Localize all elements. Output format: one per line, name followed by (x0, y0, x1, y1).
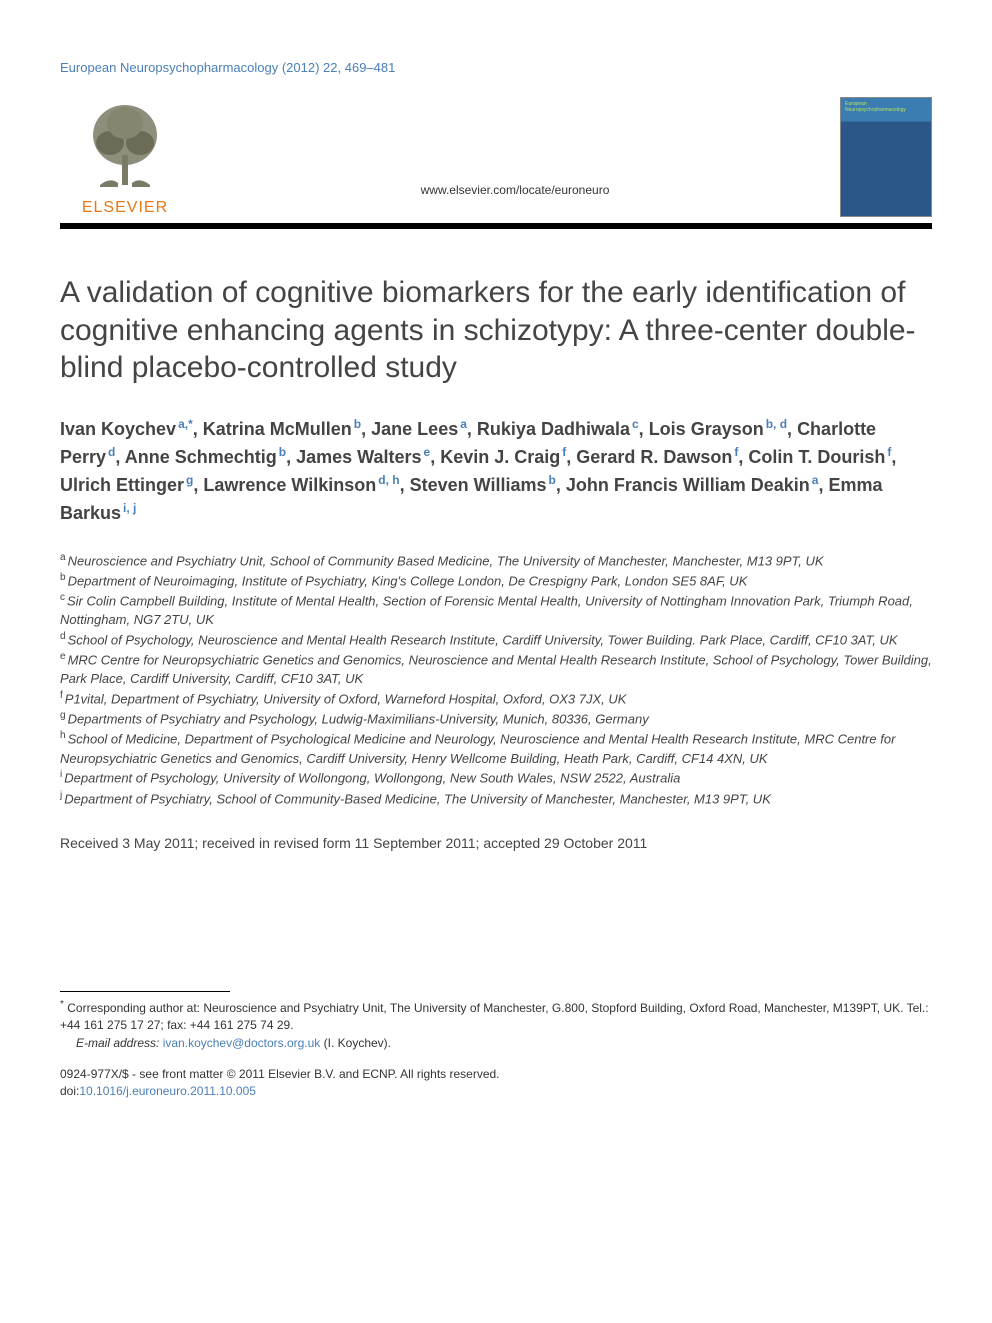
affiliation: bDepartment of Neuroimaging, Institute o… (60, 571, 932, 591)
author: James Walterse (296, 447, 430, 467)
corresponding-marker: * (60, 999, 64, 1010)
journal-cover-title: European Neuropsychopharmacology (845, 102, 927, 113)
affiliation: iDepartment of Psychology, University of… (60, 768, 932, 788)
author: Gerard R. Dawsonf (576, 447, 738, 467)
email-line: E-mail address: ivan.koychev@doctors.org… (60, 1035, 932, 1052)
email-tail: (I. Koychev). (324, 1036, 391, 1050)
header-rule (60, 223, 932, 229)
header-row: ELSEVIER www.elsevier.com/locate/euroneu… (60, 95, 932, 217)
affiliation: cSir Colin Campbell Building, Institute … (60, 591, 932, 630)
affiliation: gDepartments of Psychiatry and Psycholog… (60, 709, 932, 729)
author: Jane Leesa (371, 419, 467, 439)
author: Rukiya Dadhiwalac (477, 419, 639, 439)
affiliation: hSchool of Medicine, Department of Psych… (60, 729, 932, 768)
footnote-rule (60, 991, 230, 992)
doi-label: doi: (60, 1084, 79, 1098)
author: Anne Schmechtigb (125, 447, 286, 467)
author: Katrina McMullenb (203, 419, 361, 439)
author: Kevin J. Craigf (440, 447, 566, 467)
affiliation: dSchool of Psychology, Neuroscience and … (60, 630, 932, 650)
publisher-block: ELSEVIER (60, 95, 190, 217)
affiliation: aNeuroscience and Psychiatry Unit, Schoo… (60, 551, 932, 571)
journal-url[interactable]: www.elsevier.com/locate/euroneuro (190, 183, 840, 217)
authors-list: Ivan Koycheva,*, Katrina McMullenb, Jane… (60, 415, 932, 527)
journal-cover-thumb: European Neuropsychopharmacology (840, 97, 932, 217)
email-label: E-mail address: (76, 1036, 159, 1050)
affiliation: jDepartment of Psychiatry, School of Com… (60, 789, 932, 809)
publisher-name: ELSEVIER (82, 199, 168, 217)
author: Ivan Koycheva,* (60, 419, 193, 439)
author: Ulrich Ettingerg (60, 475, 193, 495)
author: Lawrence Wilkinsond, h (203, 475, 399, 495)
author: John Francis William Deakina (566, 475, 819, 495)
running-header: European Neuropsychopharmacology (2012) … (60, 60, 932, 75)
copyright-block: 0924-977X/$ - see front matter © 2011 El… (60, 1066, 932, 1100)
corresponding-author-note: * Corresponding author at: Neuroscience … (60, 998, 932, 1034)
elsevier-tree-icon (80, 95, 170, 195)
doi-line: doi:10.1016/j.euroneuro.2011.10.005 (60, 1083, 932, 1100)
corresponding-text: Corresponding author at: Neuroscience an… (60, 1001, 929, 1032)
email-link[interactable]: ivan.koychev@doctors.org.uk (163, 1036, 321, 1050)
footnotes: * Corresponding author at: Neuroscience … (60, 998, 932, 1052)
article-title: A validation of cognitive biomarkers for… (60, 274, 932, 387)
affiliation: fP1vital, Department of Psychiatry, Univ… (60, 689, 932, 709)
author: Lois Graysonb, d (649, 419, 787, 439)
author: Colin T. Dourishf (748, 447, 891, 467)
doi-link[interactable]: 10.1016/j.euroneuro.2011.10.005 (79, 1084, 256, 1098)
copyright-line: 0924-977X/$ - see front matter © 2011 El… (60, 1066, 932, 1083)
affiliations-list: aNeuroscience and Psychiatry Unit, Schoo… (60, 551, 932, 809)
article-dates: Received 3 May 2011; received in revised… (60, 835, 932, 851)
affiliation: eMRC Centre for Neuropsychiatric Genetic… (60, 650, 932, 689)
author: Steven Williamsb (410, 475, 556, 495)
